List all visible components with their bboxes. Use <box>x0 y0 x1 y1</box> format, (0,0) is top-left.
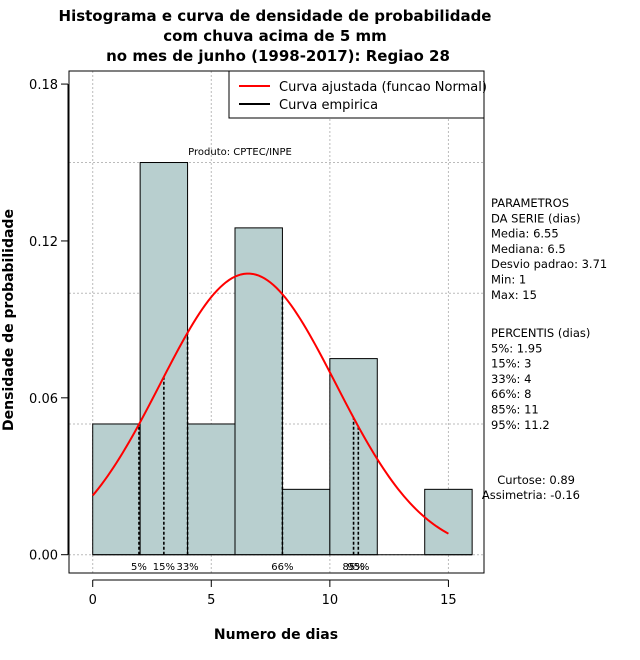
product-annotation: Produto: CPTEC/INPE <box>188 147 292 158</box>
percentis-block: PERCENTIS (dias) 5%: 1.95 15%: 3 33%: 4 … <box>491 326 590 432</box>
moments-line-1: Assimetria: -0.16 <box>482 488 580 502</box>
percentile-labels: 5% 15% 33% 66% 85%95% <box>131 562 369 573</box>
percentis-line-2: 15%: 3 <box>491 357 531 371</box>
legend-label-fit: Curva ajustada (funcao Normal) <box>279 80 487 95</box>
y-axis-label: Densidade de probabilidade <box>1 209 17 431</box>
normal-fit-curve <box>91 272 449 535</box>
y-tick-label: 0.18 <box>29 78 58 93</box>
percentile-label-4: 85% <box>342 562 364 573</box>
x-tick-label: 10 <box>322 593 339 608</box>
x-axis: 0 5 10 15 <box>89 579 457 608</box>
histogram-bar-7 <box>424 488 473 556</box>
y-tick-label: 0.06 <box>29 392 58 407</box>
legend: Curva ajustada (funcao Normal) Curva emp… <box>228 70 487 119</box>
x-tick-label: 5 <box>207 593 215 608</box>
histogram-bar-1 <box>139 162 189 556</box>
x-tick-label: 0 <box>89 593 97 608</box>
legend-label-empirical: Curva empirica <box>279 98 378 113</box>
percentis-line-4: 66%: 8 <box>491 387 531 401</box>
histogram-bar-3 <box>234 227 283 556</box>
chart-title: Histograma e curva de densidade de proba… <box>59 7 492 65</box>
percentile-label-3: 66% <box>271 562 293 573</box>
parameters-line-6: Max: 15 <box>491 288 537 302</box>
legend-box <box>228 70 485 119</box>
title-line-2: com chuva acima de 5 mm <box>163 27 387 45</box>
percentile-label-2: 33% <box>176 562 198 573</box>
percentis-line-1: 5%: 1.95 <box>491 341 542 355</box>
moments-line-0: Curtose: 0.89 <box>497 473 575 487</box>
percentis-line-3: 33%: 4 <box>491 372 531 386</box>
parameters-line-4: Desvio padrao: 3.71 <box>491 257 607 271</box>
parameters-line-2: Media: 6.55 <box>491 227 559 241</box>
percentile-lines <box>138 294 360 555</box>
y-axis: 0.00 0.06 0.12 0.18 <box>29 78 69 564</box>
parameters-line-0: PARAMETROS <box>491 196 569 210</box>
percentis-line-0: PERCENTIS (dias) <box>491 326 590 340</box>
title-line-1: Histograma e curva de densidade de proba… <box>59 7 492 25</box>
percentile-label-0: 5% <box>131 562 147 573</box>
histogram-bar-2 <box>187 423 236 556</box>
parameters-line-5: Min: 1 <box>491 273 526 287</box>
x-axis-label: Numero de dias <box>214 627 338 643</box>
title-line-3: no mes de junho (1998-2017): Regiao 28 <box>106 47 450 65</box>
parameters-line-1: DA SERIE (dias) <box>491 211 581 225</box>
histogram-bar-4 <box>281 488 331 556</box>
y-tick-label: 0.12 <box>29 235 58 250</box>
parameters-line-3: Mediana: 6.5 <box>491 242 566 256</box>
percentis-line-5: 85%: 11 <box>491 403 539 417</box>
y-tick-label: 0.00 <box>29 549 58 564</box>
histogram-bar-0 <box>92 423 141 556</box>
percentile-label-5: 95% <box>347 562 369 573</box>
percentis-line-6: 95%: 11.2 <box>491 418 550 432</box>
percentile-label-1: 15% <box>153 562 175 573</box>
x-tick-label: 15 <box>440 593 457 608</box>
